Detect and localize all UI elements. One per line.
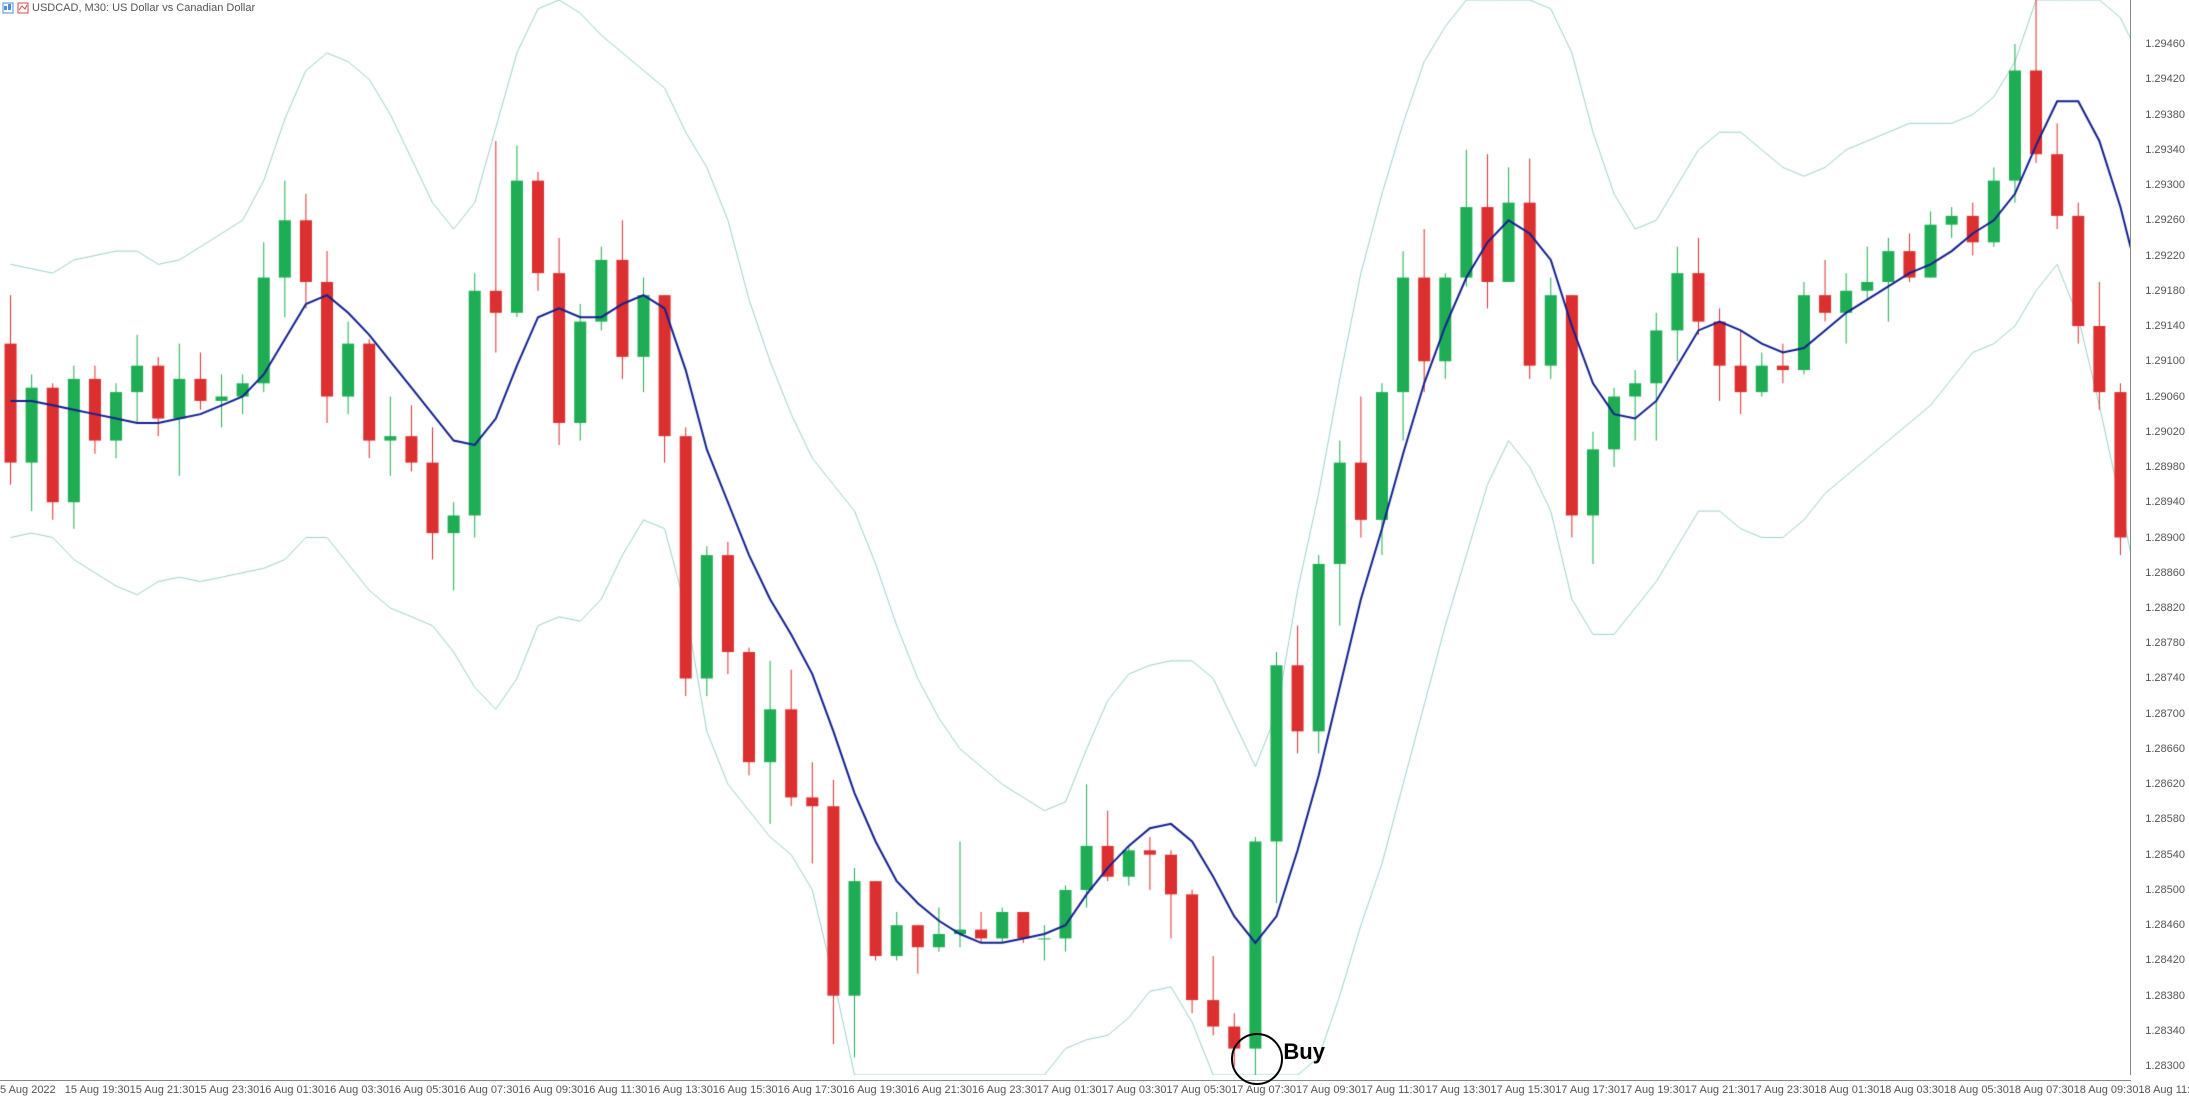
time-tick: 16 Aug 11:30 — [583, 1084, 647, 1096]
time-tick: 16 Aug 21:30 — [907, 1084, 972, 1096]
price-axis: 1.28300 1.28340 1.28380 1.28420 1.28460 1.285… — [2130, 0, 2189, 1075]
time-tick: 17 Aug 07:30 — [1231, 1084, 1296, 1096]
price-tick: 1.29020 — [2145, 426, 2185, 438]
time-tick: 17 Aug 03:30 — [1102, 1084, 1167, 1096]
price-tick: 1.28380 — [2145, 990, 2185, 1002]
time-tick: 16 Aug 17:30 — [778, 1084, 843, 1096]
price-tick: 1.29220 — [2145, 250, 2185, 262]
time-tick: 17 Aug 09:30 — [1296, 1084, 1361, 1096]
price-tick: 1.29100 — [2145, 355, 2185, 367]
time-tick: 16 Aug 09:30 — [518, 1084, 583, 1096]
time-tick: 18 Aug 01:30 — [1814, 1084, 1879, 1096]
price-tick: 1.28820 — [2145, 602, 2185, 614]
price-tick: 1.29140 — [2145, 320, 2185, 332]
price-tick: 1.29060 — [2145, 391, 2185, 403]
price-tick: 1.28620 — [2145, 778, 2185, 790]
time-tick: 17 Aug 15:30 — [1490, 1084, 1555, 1096]
price-tick: 1.28940 — [2145, 496, 2185, 508]
chart-title-bar: USDCAD, M30: US Dollar vs Canadian Dolla… — [2, 2, 255, 14]
time-tick: 16 Aug 03:30 — [324, 1084, 389, 1096]
time-tick: 17 Aug 11:30 — [1361, 1084, 1425, 1096]
time-tick: 18 Aug 05:30 — [1944, 1084, 2009, 1096]
time-tick: 16 Aug 01:30 — [259, 1084, 324, 1096]
time-tick: 5 Aug 2022 — [0, 1084, 56, 1096]
time-tick: 17 Aug 01:30 — [1037, 1084, 1102, 1096]
price-tick: 1.29460 — [2145, 38, 2185, 50]
price-tick: 1.29380 — [2145, 109, 2185, 121]
time-tick: 17 Aug 17:30 — [1555, 1084, 1620, 1096]
time-axis: 5 Aug 2022 15 Aug 19:3015 Aug 21:3015 Aug… — [0, 1080, 2131, 1101]
price-tick: 1.28300 — [2145, 1060, 2185, 1072]
time-tick: 16 Aug 07:30 — [454, 1084, 519, 1096]
time-tick: 17 Aug 19:30 — [1620, 1084, 1685, 1096]
chart-type-icon — [2, 2, 14, 14]
price-tick: 1.28860 — [2145, 567, 2185, 579]
price-tick: 1.29340 — [2145, 144, 2185, 156]
chart-title-text: USDCAD, M30: US Dollar vs Canadian Dolla… — [32, 2, 255, 14]
price-tick: 1.28780 — [2145, 637, 2185, 649]
time-tick: 18 Aug 11:30 — [2138, 1084, 2189, 1096]
price-tick: 1.28660 — [2145, 743, 2185, 755]
price-tick: 1.28420 — [2145, 954, 2185, 966]
price-tick: 1.29180 — [2145, 285, 2185, 297]
time-tick: 18 Aug 09:30 — [2074, 1084, 2139, 1096]
price-tick: 1.28540 — [2145, 849, 2185, 861]
chart-window[interactable]: USDCAD, M30: US Dollar vs Canadian Dolla… — [0, 0, 2189, 1101]
price-tick: 1.29420 — [2145, 73, 2185, 85]
time-tick: 18 Aug 07:30 — [2009, 1084, 2074, 1096]
price-tick: 1.28980 — [2145, 461, 2185, 473]
price-tick: 1.28580 — [2145, 813, 2185, 825]
price-tick: 1.28500 — [2145, 884, 2185, 896]
candlestick-chart[interactable] — [0, 0, 2131, 1075]
time-tick: 15 Aug 23:30 — [194, 1084, 259, 1096]
time-tick: 16 Aug 23:30 — [972, 1084, 1037, 1096]
price-tick: 1.29300 — [2145, 179, 2185, 191]
time-tick: 16 Aug 13:30 — [648, 1084, 713, 1096]
time-tick: 16 Aug 15:30 — [713, 1084, 778, 1096]
price-tick: 1.28700 — [2145, 708, 2185, 720]
time-tick: 15 Aug 21:30 — [130, 1084, 195, 1096]
time-tick: 17 Aug 13:30 — [1426, 1084, 1491, 1096]
price-tick: 1.28900 — [2145, 532, 2185, 544]
price-tick: 1.28460 — [2145, 919, 2185, 931]
time-tick: 15 Aug 19:30 — [65, 1084, 130, 1096]
price-tick: 1.28340 — [2145, 1025, 2185, 1037]
price-tick: 1.28740 — [2145, 672, 2185, 684]
time-tick: 16 Aug 19:30 — [842, 1084, 907, 1096]
time-tick: 18 Aug 03:30 — [1879, 1084, 1944, 1096]
indicator-icon — [17, 2, 29, 14]
price-tick: 1.29260 — [2145, 214, 2185, 226]
time-tick: 17 Aug 05:30 — [1166, 1084, 1231, 1096]
time-tick: 16 Aug 05:30 — [389, 1084, 454, 1096]
time-tick: 17 Aug 23:30 — [1750, 1084, 1815, 1096]
time-tick: 17 Aug 21:30 — [1685, 1084, 1750, 1096]
